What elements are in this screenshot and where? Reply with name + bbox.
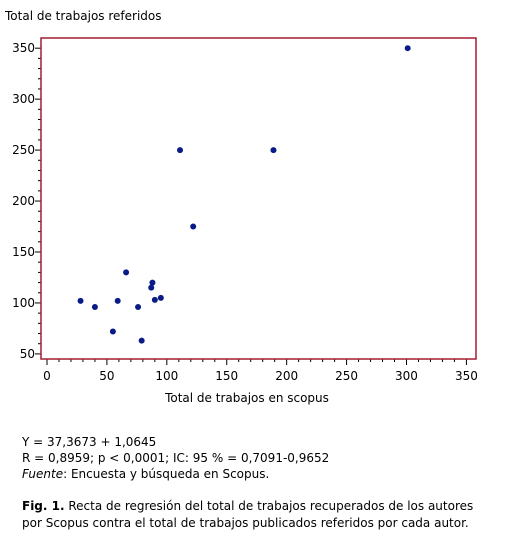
source-note: Fuente: Encuesta y búsqueda en Scopus.	[22, 466, 329, 482]
x-tick-label-250: 250	[335, 369, 358, 383]
x-tick-label-150: 150	[215, 369, 238, 383]
data-point-15	[404, 45, 411, 52]
x-axis-title: Total de trabajos en scopus	[164, 391, 329, 405]
data-point-2	[91, 304, 98, 311]
source-text: : Encuesta y búsqueda en Scopus.	[63, 467, 270, 481]
data-point-5	[123, 269, 130, 276]
y-tick-label-200: 200	[12, 194, 35, 208]
y-axis-title: Total de trabajos referidos	[4, 9, 162, 23]
y-tick-label-300: 300	[12, 92, 35, 106]
y-tick-label-100: 100	[12, 296, 35, 310]
data-point-3	[109, 328, 116, 335]
data-points	[77, 45, 411, 344]
data-point-13	[190, 223, 197, 230]
x-tick-label-300: 300	[395, 369, 418, 383]
y-axis: 50 100 150 200 250 300 350	[12, 41, 41, 361]
regression-equation: Y = 37,3673 + 1,0645	[22, 435, 157, 449]
scatter-chart: Total de trabajos referidos 50 100 150 200 2…	[4, 9, 478, 405]
x-tick-label-0: 0	[43, 369, 51, 383]
x-tick-label-200: 200	[275, 369, 298, 383]
caption-line-1: Recta de regresión del total de trabajos…	[64, 499, 474, 513]
data-point-4	[114, 297, 121, 304]
plot-frame	[40, 37, 477, 360]
data-point-11	[157, 294, 164, 301]
x-axis: 0 50 100 150 200 250 300 350	[43, 359, 478, 383]
data-point-10	[151, 296, 158, 303]
y-tick-label-150: 150	[12, 245, 35, 259]
y-tick-label-250: 250	[12, 143, 35, 157]
data-point-6	[135, 304, 142, 311]
x-tick-label-350: 350	[455, 369, 478, 383]
x-tick-label-100: 100	[155, 369, 178, 383]
y-tick-label-350: 350	[12, 41, 35, 55]
regression-stats: Y = 37,3673 + 1,0645 R = 0,8959; p < 0,0…	[22, 434, 329, 482]
y-tick-label-50: 50	[20, 347, 35, 361]
data-point-14	[270, 147, 277, 154]
x-tick-label-50: 50	[99, 369, 114, 383]
figure-caption: Fig. 1. Recta de regresión del total de …	[22, 498, 526, 532]
data-point-7	[138, 337, 145, 344]
correlation-stats: R = 0,8959; p < 0,0001; IC: 95 % = 0,709…	[22, 451, 330, 465]
source-label: Fuente	[22, 467, 64, 481]
caption-line-2: por Scopus contra el total de trabajos p…	[22, 516, 469, 530]
data-point-1	[77, 297, 84, 304]
data-point-12	[177, 147, 184, 154]
data-point-8	[148, 284, 155, 291]
data-point-9	[149, 279, 156, 286]
figure-label: Fig. 1.	[22, 499, 65, 513]
